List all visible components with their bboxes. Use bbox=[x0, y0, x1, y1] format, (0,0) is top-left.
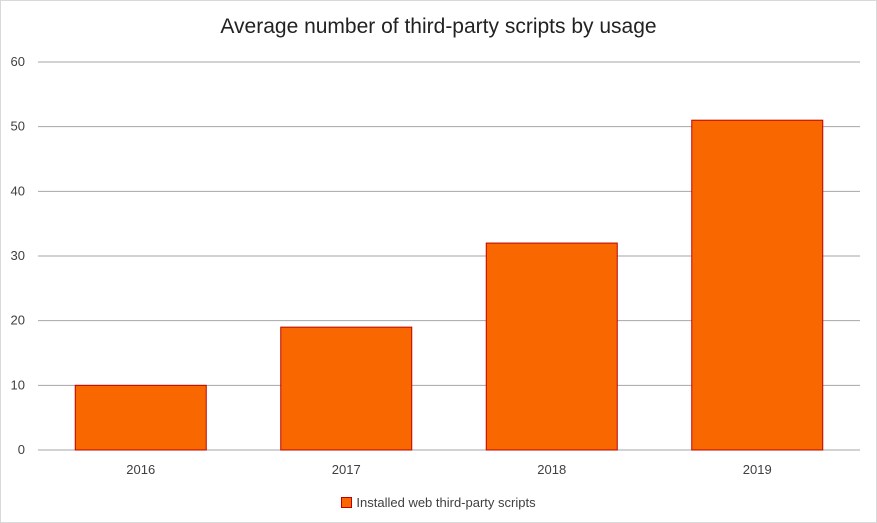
y-tick-label: 0 bbox=[18, 442, 25, 457]
y-tick-label: 10 bbox=[11, 377, 25, 392]
y-tick-label: 20 bbox=[11, 313, 25, 328]
bar bbox=[74, 384, 207, 451]
y-tick-label: 50 bbox=[11, 119, 25, 134]
bar bbox=[280, 326, 413, 451]
chart-title: Average number of third-party scripts by… bbox=[220, 15, 657, 38]
y-tick-label: 40 bbox=[11, 183, 25, 198]
x-tick-label: 2019 bbox=[743, 462, 772, 477]
x-tick-label: 2018 bbox=[537, 462, 566, 477]
legend: Installed web third-party scripts bbox=[1, 495, 876, 510]
y-tick-label: 60 bbox=[11, 54, 25, 69]
x-tick-label: 2017 bbox=[332, 462, 361, 477]
x-tick-label: 2016 bbox=[126, 462, 155, 477]
bar bbox=[691, 119, 824, 451]
legend-swatch bbox=[341, 497, 353, 508]
y-tick-label: 30 bbox=[11, 248, 25, 263]
bar bbox=[485, 242, 618, 451]
legend-label: Installed web third-party scripts bbox=[356, 495, 536, 510]
